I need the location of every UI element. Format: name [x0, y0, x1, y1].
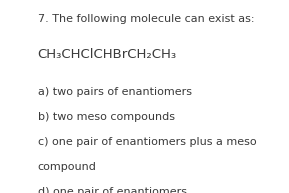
Text: c) one pair of enantiomers plus a meso: c) one pair of enantiomers plus a meso: [38, 137, 256, 147]
Text: b) two meso compounds: b) two meso compounds: [38, 112, 175, 122]
Text: CH₃CHClCHBrCH₂CH₃: CH₃CHClCHBrCH₂CH₃: [38, 48, 177, 61]
Text: a) two pairs of enantiomers: a) two pairs of enantiomers: [38, 87, 192, 97]
Text: 7. The following molecule can exist as:: 7. The following molecule can exist as:: [38, 14, 254, 24]
Text: d) one pair of enantiomers: d) one pair of enantiomers: [38, 187, 187, 193]
Text: compound: compound: [38, 162, 97, 172]
